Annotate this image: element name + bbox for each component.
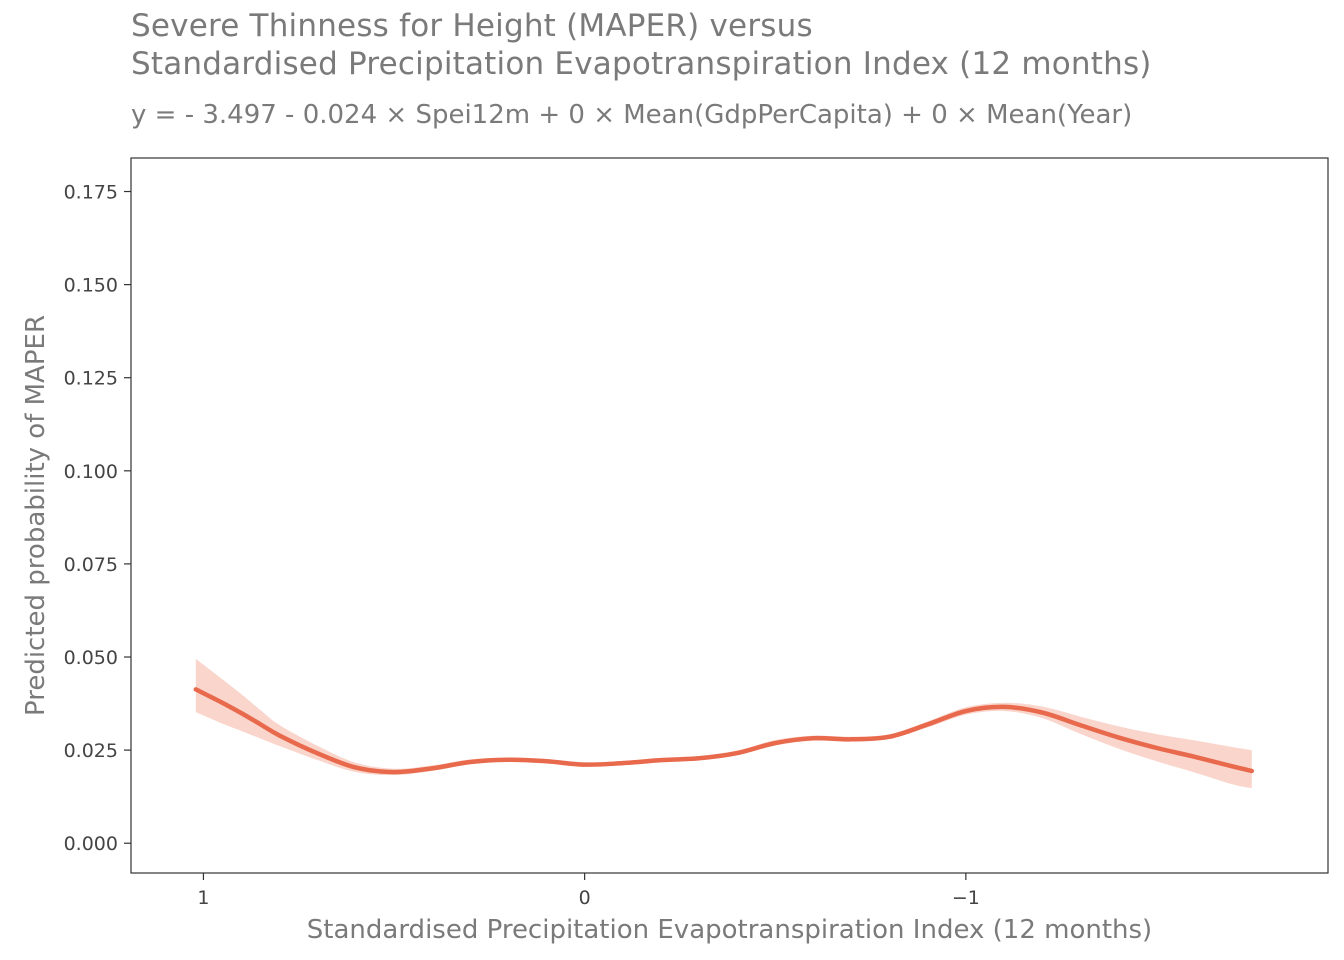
x-tick-label: −1 <box>952 887 980 909</box>
y-tick-label: 0.175 <box>64 182 118 204</box>
chart-title-line-2: Standardised Precipitation Evapotranspir… <box>131 46 1152 82</box>
chart-subtitle-equation: y = - 3.497 - 0.024 × Spei12m + 0 × Mean… <box>131 100 1133 130</box>
y-tick-label: 0.100 <box>64 461 118 483</box>
predicted-line-0 <box>193 687 1255 775</box>
chart-title-line-1: Severe Thinness for Height (MAPER) versu… <box>131 8 813 44</box>
x-axis-title: Standardised Precipitation Evapotranspir… <box>307 915 1152 945</box>
y-tick-label: 0.150 <box>64 275 118 297</box>
x-tick-label: 0 <box>579 887 591 909</box>
y-tick-label: 0.050 <box>64 647 118 669</box>
plot-panel-border <box>130 157 1329 874</box>
x-tick-label: 1 <box>197 887 209 909</box>
y-tick-label: 0.000 <box>64 833 118 855</box>
y-axis: 0.000 0.025 0.050 0.075 0.100 0.125 0.150 0.175 <box>64 182 131 855</box>
y-tick-label: 0.125 <box>64 368 118 390</box>
y-tick-label: 0.025 <box>64 740 118 762</box>
x-axis: 1 0 −1 <box>197 873 980 909</box>
y-tick-label: 0.075 <box>64 554 118 576</box>
y-axis-title: Predicted probability of MAPER <box>21 315 51 716</box>
